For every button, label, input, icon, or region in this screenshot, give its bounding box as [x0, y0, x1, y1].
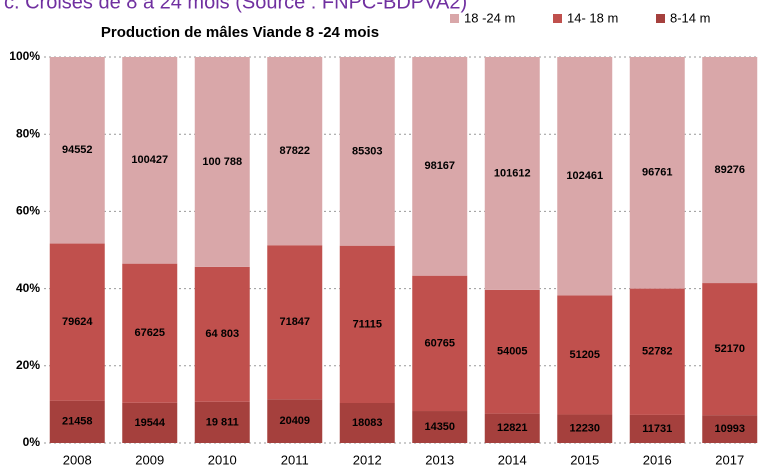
- data-label: 100427: [131, 154, 168, 166]
- bar-segment: [484, 413, 540, 443]
- bar-segment: [267, 57, 323, 246]
- bar-segment: [557, 57, 613, 296]
- y-tick-label: 40%: [16, 281, 40, 295]
- bar-segment: [484, 289, 540, 414]
- data-label: 11731: [642, 423, 672, 435]
- bar-segment: [194, 266, 250, 402]
- bar-segment: [702, 283, 758, 416]
- bar-segment: [49, 57, 105, 244]
- x-tick-label: 2017: [715, 452, 744, 467]
- data-label: 102461: [566, 170, 603, 182]
- legend-label: 8-14 m: [670, 10, 710, 25]
- bar-segment: [484, 57, 540, 290]
- bar-segment: [557, 414, 613, 443]
- x-tick-label: 2012: [353, 452, 382, 467]
- y-tick-label: 80%: [16, 126, 40, 140]
- bar-segment: [49, 243, 105, 401]
- data-label: 100 788: [202, 156, 242, 168]
- bar-segment: [412, 275, 468, 412]
- bar-segment: [629, 57, 685, 289]
- legend-swatch: [656, 14, 665, 23]
- bar-segment: [122, 263, 178, 403]
- bar-segment: [339, 57, 395, 246]
- bar-segment: [702, 415, 758, 443]
- data-label: 67625: [134, 327, 165, 339]
- bar-segment: [122, 57, 178, 264]
- data-label: 96761: [642, 167, 673, 179]
- y-tick-label: 100%: [9, 49, 40, 63]
- x-tick-label: 2010: [208, 452, 237, 467]
- data-label: 18083: [352, 417, 383, 429]
- data-label: 21458: [62, 416, 93, 428]
- x-tick-label: 2013: [425, 452, 454, 467]
- data-label: 20409: [279, 415, 310, 427]
- data-label: 19 811: [206, 416, 239, 428]
- bar-segment: [49, 400, 105, 443]
- data-label: 85303: [352, 145, 383, 157]
- data-label: 54005: [497, 346, 528, 358]
- data-label: 98167: [424, 160, 455, 172]
- bar-segment: [412, 57, 468, 276]
- data-label: 51205: [569, 349, 600, 361]
- y-tick-label: 60%: [16, 204, 40, 218]
- chart-title: Production de mâles Viande 8 -24 mois: [101, 24, 379, 41]
- data-label: 12230: [569, 423, 600, 435]
- data-label: 94552: [62, 144, 93, 156]
- bar-segment: [339, 403, 395, 443]
- bar-segment: [267, 399, 323, 443]
- data-label: 12821: [497, 422, 528, 434]
- data-label: 87822: [279, 145, 310, 157]
- data-label: 89276: [714, 164, 745, 176]
- data-label: 52170: [714, 343, 745, 355]
- data-label: 71847: [279, 316, 310, 328]
- bar-segment: [629, 414, 685, 443]
- data-label: 14350: [424, 421, 455, 433]
- data-label: 19544: [134, 417, 165, 429]
- bar-segment: [339, 245, 395, 403]
- data-label: 10993: [714, 423, 745, 435]
- bar-segment: [557, 295, 613, 415]
- bar-segment: [702, 57, 758, 284]
- page-header: c. Croisés de 8 à 24 mois (Source : FNPC…: [4, 0, 467, 13]
- x-tick-label: 2011: [281, 452, 309, 467]
- y-tick-label: 0%: [23, 435, 41, 449]
- bar-segment: [194, 401, 250, 443]
- legend-label: 14- 18 m: [567, 10, 618, 25]
- data-label: 64 803: [205, 328, 239, 340]
- x-tick-label: 2015: [570, 452, 599, 467]
- bar-segment: [629, 288, 685, 415]
- x-tick-label: 2009: [135, 452, 164, 467]
- data-label: 71115: [353, 318, 382, 330]
- bar-segment: [194, 57, 250, 267]
- data-label: 60765: [424, 337, 455, 349]
- data-label: 101612: [494, 167, 531, 179]
- data-label: 79624: [62, 316, 93, 328]
- bar-segment: [122, 402, 178, 443]
- x-tick-label: 2016: [643, 452, 672, 467]
- legend-swatch: [450, 14, 459, 23]
- bar-segment: [267, 245, 323, 400]
- legend-label: 18 -24 m: [464, 10, 515, 25]
- x-tick-label: 2014: [498, 452, 527, 467]
- y-tick-label: 20%: [16, 358, 40, 372]
- legend-swatch: [553, 14, 562, 23]
- data-label: 52782: [642, 346, 673, 358]
- bar-segment: [412, 411, 468, 443]
- x-tick-label: 2008: [63, 452, 92, 467]
